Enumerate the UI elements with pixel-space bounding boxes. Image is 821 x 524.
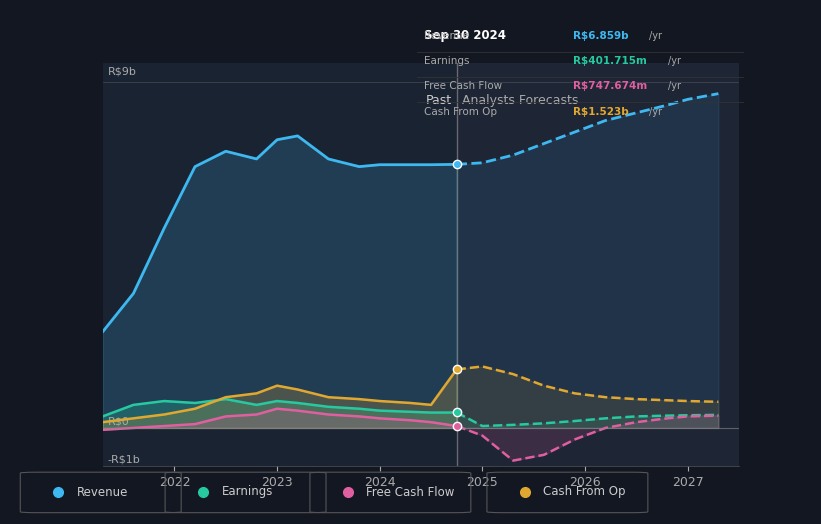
Bar <box>103 63 456 466</box>
Text: /yr: /yr <box>649 31 663 41</box>
Text: R$401.715m: R$401.715m <box>573 56 647 66</box>
Text: Earnings: Earnings <box>222 486 273 498</box>
Text: Analysts Forecasts: Analysts Forecasts <box>461 94 578 106</box>
Text: Cash From Op: Cash From Op <box>424 106 497 117</box>
Text: -R$1b: -R$1b <box>108 454 140 464</box>
Text: Past: Past <box>425 94 452 106</box>
Text: R$6.859b: R$6.859b <box>573 31 629 41</box>
Text: /yr: /yr <box>668 81 681 91</box>
Text: Free Cash Flow: Free Cash Flow <box>366 486 455 498</box>
Text: Revenue: Revenue <box>76 486 128 498</box>
Text: /yr: /yr <box>649 106 663 117</box>
Text: /yr: /yr <box>668 56 681 66</box>
Bar <box>456 63 739 466</box>
Text: Revenue: Revenue <box>424 31 469 41</box>
Text: Cash From Op: Cash From Op <box>544 486 626 498</box>
Text: Free Cash Flow: Free Cash Flow <box>424 81 502 91</box>
Text: R$1.523b: R$1.523b <box>573 106 629 117</box>
Text: Sep 30 2024: Sep 30 2024 <box>424 29 506 42</box>
Text: R$0: R$0 <box>108 416 130 426</box>
Text: R$747.674m: R$747.674m <box>573 81 648 91</box>
Text: R$9b: R$9b <box>108 67 136 77</box>
Text: Earnings: Earnings <box>424 56 469 66</box>
